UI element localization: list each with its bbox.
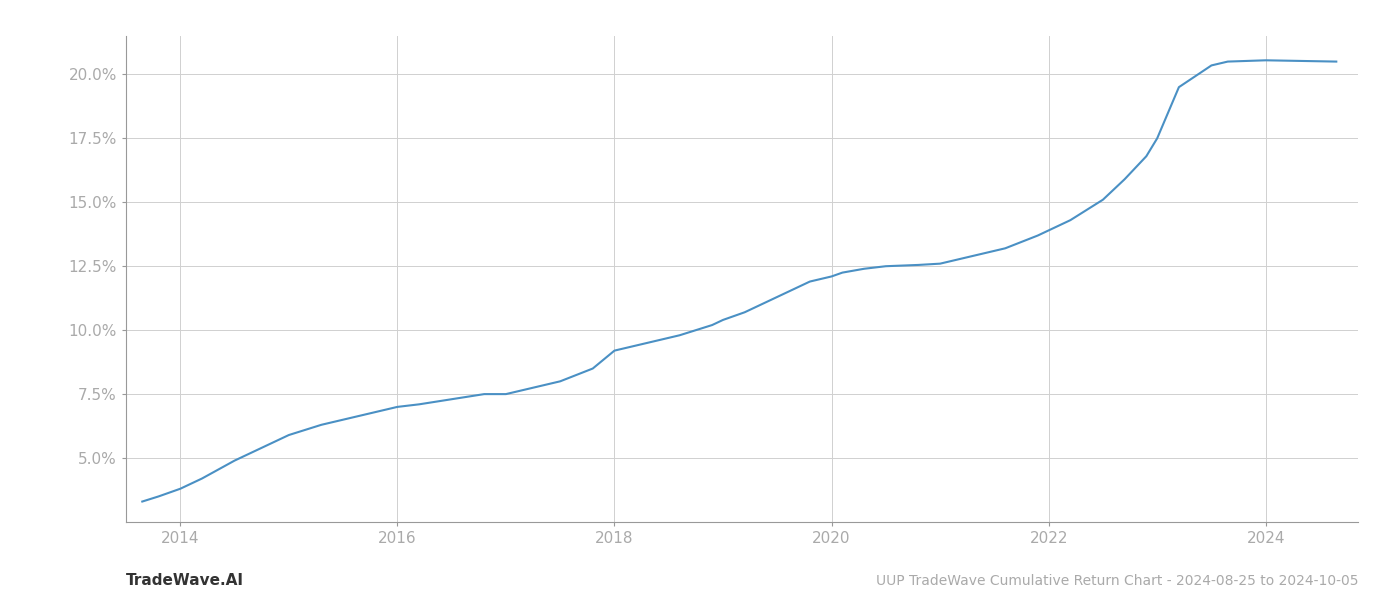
Text: UUP TradeWave Cumulative Return Chart - 2024-08-25 to 2024-10-05: UUP TradeWave Cumulative Return Chart - …	[875, 574, 1358, 588]
Text: TradeWave.AI: TradeWave.AI	[126, 573, 244, 588]
